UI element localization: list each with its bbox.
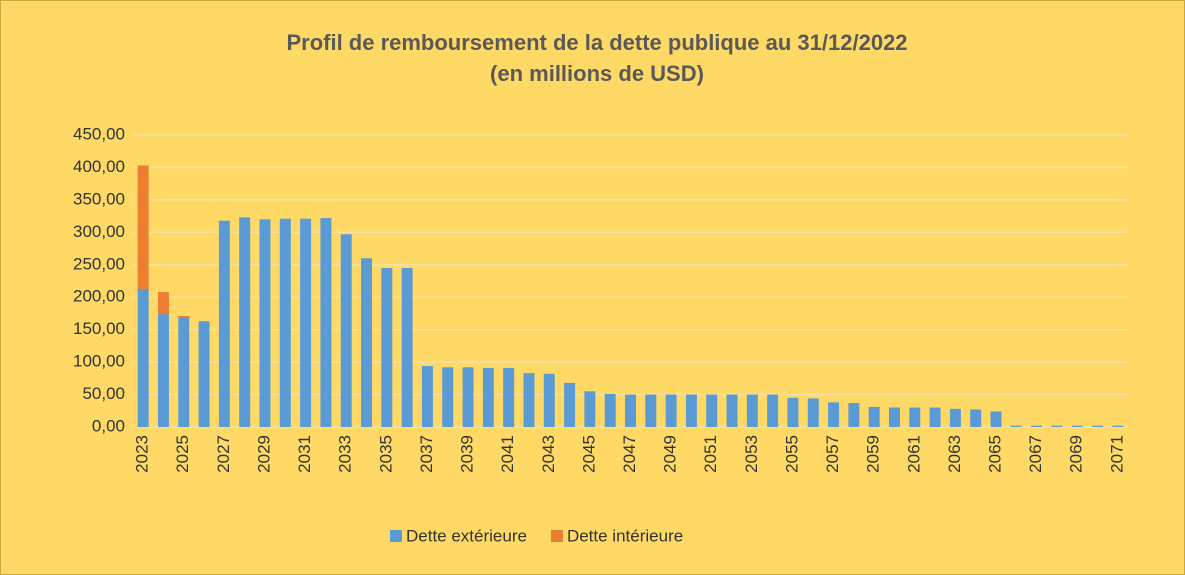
x-tick-label: 2039 [458, 435, 477, 473]
bar [421, 366, 433, 427]
bar [157, 314, 169, 427]
bar [970, 409, 982, 427]
bar [645, 394, 657, 427]
x-tick-label: 2053 [742, 435, 761, 473]
x-tick-label: 2057 [823, 435, 842, 473]
y-tick-label: 100,00 [73, 352, 125, 371]
bar [868, 406, 880, 427]
bar [604, 393, 616, 427]
y-tick-label: 200,00 [73, 287, 125, 306]
x-tick-label: 2065 [985, 435, 1004, 473]
x-tick-label: 2031 [295, 435, 314, 473]
bar [401, 268, 413, 427]
bar [178, 316, 190, 318]
y-tick-label: 50,00 [82, 384, 125, 403]
x-tick-label: 2025 [173, 435, 192, 473]
y-tick-label: 150,00 [73, 319, 125, 338]
bar [787, 397, 799, 427]
bar [442, 367, 454, 427]
x-tick-label: 2061 [904, 435, 923, 473]
y-tick-label: 0,00 [92, 416, 125, 435]
y-tick-label: 250,00 [73, 254, 125, 273]
bar [178, 317, 190, 427]
bar [909, 407, 921, 427]
x-tick-label: 2049 [661, 435, 680, 473]
bar [157, 292, 169, 315]
legend-swatch [550, 530, 563, 542]
bar [949, 408, 961, 427]
bar [625, 394, 636, 427]
x-tick-label: 2071 [1107, 435, 1126, 473]
x-tick-label: 2029 [254, 435, 273, 473]
bar [1092, 425, 1104, 427]
bar [482, 367, 494, 427]
bar [300, 218, 312, 427]
x-tick-label: 2037 [417, 435, 436, 473]
bar [746, 394, 758, 427]
bar [1071, 425, 1083, 427]
bar [888, 407, 900, 427]
x-tick-label: 2059 [864, 435, 883, 473]
bar [523, 373, 535, 427]
bar [218, 220, 230, 427]
legend-label: Dette intérieure [567, 526, 683, 545]
x-tick-label: 2033 [336, 435, 355, 473]
bar [564, 382, 576, 427]
legend-label: Dette extérieure [406, 526, 527, 545]
bar [543, 373, 555, 427]
bar [137, 165, 149, 289]
bar [137, 288, 149, 427]
bar [726, 394, 738, 427]
x-tick-label: 2067 [1026, 435, 1045, 473]
y-tick-label: 300,00 [73, 222, 125, 241]
x-tick-label: 2023 [133, 435, 152, 473]
x-tick-label: 2069 [1067, 435, 1086, 473]
bar [1031, 425, 1043, 427]
x-tick-label: 2035 [376, 435, 395, 473]
bar [584, 391, 596, 427]
bar [828, 402, 840, 427]
legend-swatch [390, 530, 402, 542]
chart-title: Profil de remboursement de la dette publ… [286, 30, 907, 55]
x-tick-label: 2047 [620, 435, 639, 473]
bar [198, 321, 210, 427]
bar [685, 394, 697, 427]
bar [259, 219, 271, 427]
x-tick-label: 2051 [701, 435, 720, 473]
bar [767, 394, 779, 427]
y-tick-label: 350,00 [73, 189, 125, 208]
y-tick-label: 400,00 [73, 157, 125, 176]
chart-subtitle: (en millions de USD) [490, 61, 704, 86]
bar [503, 367, 515, 427]
bar [279, 218, 291, 427]
x-tick-label: 2027 [214, 435, 233, 473]
x-tick-label: 2055 [782, 435, 801, 473]
bar [848, 402, 860, 427]
bar [929, 407, 941, 427]
bar [1051, 425, 1063, 427]
bar [381, 268, 393, 427]
y-tick-label: 450,00 [73, 124, 125, 143]
x-tick-label: 2045 [579, 435, 598, 473]
bar [239, 217, 251, 427]
bar [361, 258, 373, 427]
bar [665, 394, 677, 427]
bar [706, 394, 718, 427]
x-tick-label: 2041 [498, 435, 517, 473]
bar [320, 218, 332, 427]
bar [807, 398, 819, 427]
bar [462, 367, 474, 427]
bar [340, 234, 352, 427]
x-tick-label: 2063 [945, 435, 964, 473]
bar [1112, 425, 1124, 427]
bar [1010, 425, 1022, 427]
bar [990, 411, 1002, 427]
x-tick-label: 2043 [539, 435, 558, 473]
